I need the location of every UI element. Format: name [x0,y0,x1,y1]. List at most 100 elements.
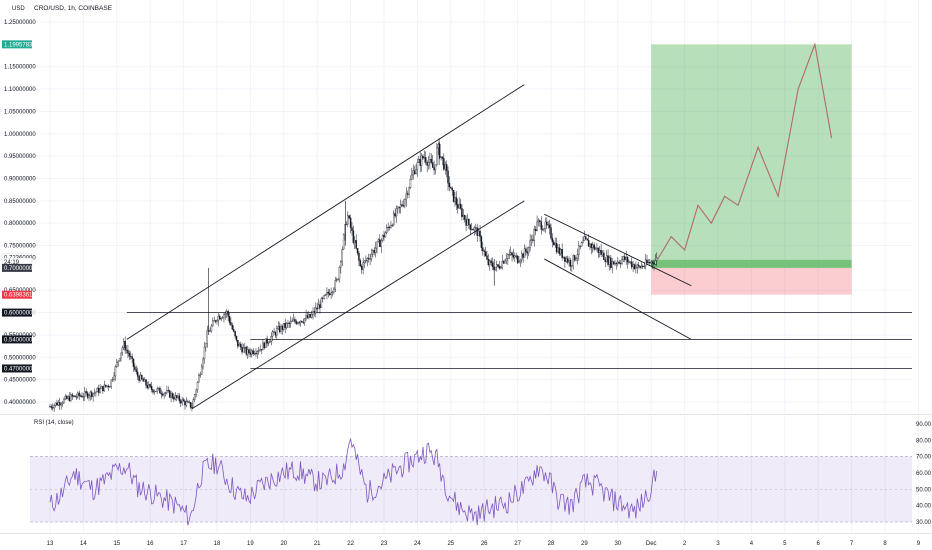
candle-body [366,258,369,261]
candle-body [629,261,632,263]
candle-body [425,157,427,163]
candle-body [504,260,506,264]
candle-body [622,256,625,260]
candle-body [498,266,501,269]
time-tick-label: 23 [381,541,388,547]
price-tag [2,290,32,299]
candle-body [489,260,491,266]
time-tick-label: 20 [280,541,287,547]
candle-body [580,242,583,247]
candle-body [472,229,474,231]
time-tick-label: 28 [548,541,555,547]
candle-body [285,323,288,328]
candle-body [374,247,377,253]
candle-body [260,349,263,351]
candle-body [416,162,419,170]
time-tick-label: 3 [716,541,720,547]
candle-body [418,158,420,163]
candle-body [271,331,274,337]
candle-body [518,261,520,263]
price-tick-label: 1.10000000 [4,87,36,93]
candle-body [632,264,634,268]
candle-body [409,179,412,188]
time-tick-label: 16 [147,541,154,547]
candle-body [164,392,167,394]
candle-body [121,347,124,354]
candle-body [283,323,285,330]
candle-body [264,338,267,349]
candle-body [185,401,188,406]
candle-body [583,236,586,242]
candle-body [71,394,73,397]
candle-body [177,395,179,398]
candle-body [175,395,178,398]
candle-body [70,394,72,401]
candle-body [249,352,252,355]
candle-body [91,391,93,397]
candle-body [143,379,146,382]
price-tick-label: 1.15000000 [4,65,36,71]
currency-label: USD [12,6,25,12]
candle-body [182,399,185,402]
candle-body [501,261,504,268]
candle-body [74,395,76,398]
candle-body [274,332,277,336]
price-tick-label: 0.50000000 [4,355,36,361]
candle-body [338,267,341,280]
candle-body [564,256,566,262]
price-tick-label: 0.80000000 [4,221,36,227]
candle-body [495,264,498,268]
candle-body [93,392,96,394]
time-tick-label: 26 [481,541,488,547]
candle-body [221,317,224,319]
candle-body [393,213,395,226]
candle-body [118,358,121,362]
candle-body [251,350,253,355]
candle-body [558,247,561,255]
candle-body [508,254,510,256]
candle-body [604,259,606,263]
candle-body [482,247,484,252]
candle-body [194,394,196,400]
candle-body [239,343,242,348]
candle-body [586,238,588,241]
candle-body [626,256,629,263]
horizontal-levels[interactable] [126,312,912,369]
candle-body [246,349,249,355]
candle-body [377,239,380,243]
candle-body [335,279,338,281]
candle-body [415,169,417,175]
candle-body [305,315,307,319]
candle-body [341,248,343,262]
candle-body [547,224,549,226]
candle-body [553,241,555,246]
candle-body [331,291,334,293]
candle-body [614,263,616,265]
candle-body [89,391,92,397]
candle-body [195,389,197,395]
price-tag [2,335,32,344]
candle-body [57,402,60,406]
candle-body [220,317,222,320]
candle-body [394,213,396,217]
candle-body [600,250,602,255]
candle-body [654,260,657,265]
candle-body [412,170,414,176]
candle-body [635,267,637,270]
candle-body [241,346,243,353]
candle-body [132,358,135,367]
candle-body [429,159,431,163]
candle-body [253,353,256,355]
candle-body [443,158,445,170]
price-tag-label: 0.70000000 [4,266,36,272]
candle-body [100,386,103,389]
candle-body [334,280,337,290]
candle-body [566,258,569,263]
candle-body [337,278,339,280]
candle-body [427,162,430,166]
price-tag-label: 0.54000000 [4,337,36,343]
trendlines[interactable] [126,84,692,410]
rsi-line [49,438,658,526]
candle-body [433,167,435,171]
